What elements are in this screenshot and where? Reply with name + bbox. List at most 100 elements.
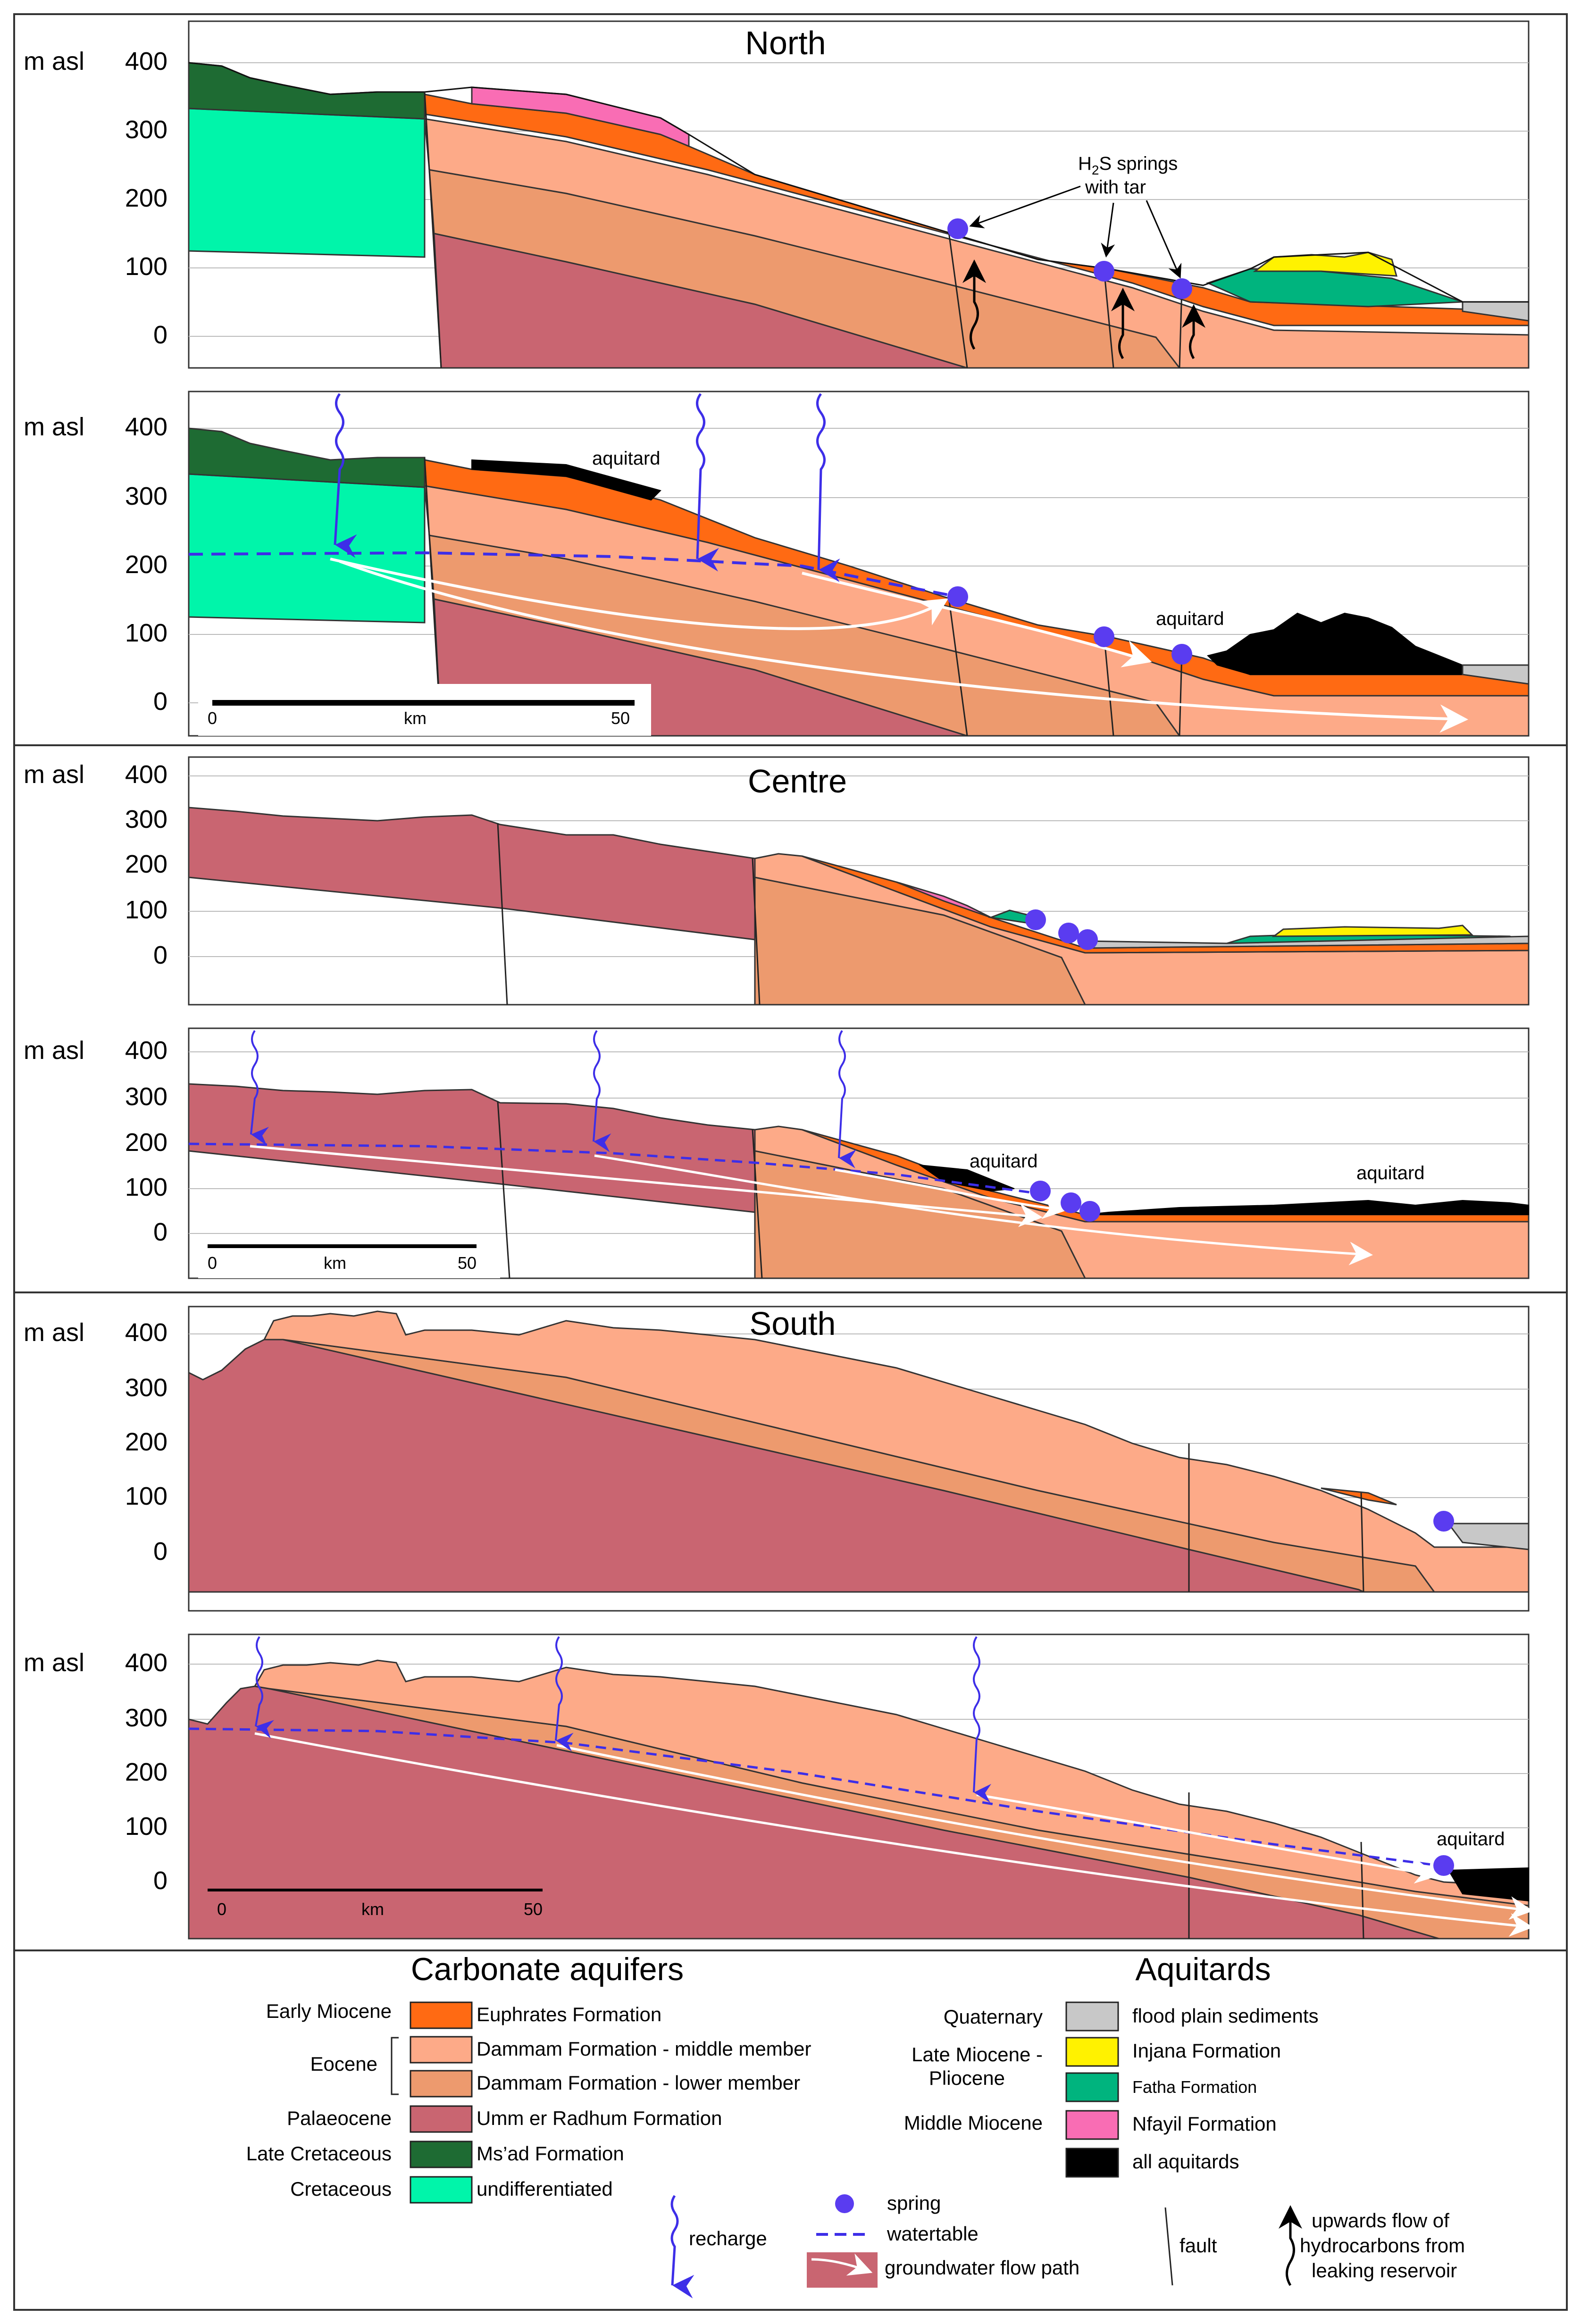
svg-text:400: 400: [125, 760, 167, 789]
nfayil-layer: [896, 881, 991, 918]
svg-text:200: 200: [125, 1128, 167, 1157]
svg-text:100: 100: [125, 1812, 167, 1841]
hydrocarbon-upflow-arrows: [962, 259, 1205, 359]
svg-text:0: 0: [153, 321, 167, 349]
msad-layer: [188, 427, 426, 488]
surface-profile: [188, 62, 1529, 303]
legend-swatch-injana: [1065, 2037, 1119, 2067]
svg-text:200: 200: [125, 1758, 167, 1786]
panel-title: South: [750, 1305, 836, 1342]
axis-centre-geology: m asl 400 300 200 100 0: [24, 760, 167, 969]
spring: [1094, 626, 1114, 647]
flood-plain-layer: [1462, 664, 1530, 685]
panel-south-geology: South: [188, 1305, 1530, 1612]
dammam-middle-layer: [253, 1659, 1530, 1907]
legend-fault-label: fault: [1179, 2234, 1217, 2257]
h2s-label-line2: with tar: [1085, 177, 1146, 198]
legend-spring-label: spring: [887, 2192, 941, 2214]
umm-er-radhum-layer: [188, 807, 756, 941]
aquitard-label: aquitard: [1437, 1829, 1505, 1849]
svg-text:100: 100: [125, 619, 167, 647]
legend-swatch-dammam-lower: [410, 2070, 473, 2098]
svg-text:400: 400: [125, 1649, 167, 1677]
legend-symbols: recharge spring watertable groundwater f…: [670, 2192, 1465, 2299]
spring-symbol-icon: [835, 2194, 854, 2213]
svg-text:200: 200: [125, 184, 167, 212]
h2s-label: H2S springs: [1078, 153, 1178, 177]
legend-age: Cretaceous: [290, 2178, 392, 2200]
svg-text:100: 100: [125, 896, 167, 924]
spring-markers: [947, 586, 1192, 665]
spring: [1094, 261, 1114, 282]
spring: [947, 218, 968, 239]
upflow-symbol-icon: [1279, 2205, 1302, 2286]
svg-text:400: 400: [125, 1036, 167, 1065]
flow-path-arrows: [254, 1732, 1533, 1937]
recharge-arrows: [250, 1030, 857, 1168]
svg-text:300: 300: [125, 116, 167, 144]
svg-text:400: 400: [125, 47, 167, 75]
flow-path-arrows: [250, 1145, 1373, 1266]
panel-title: North: [745, 25, 826, 61]
undifferentiated-layer: [188, 108, 426, 258]
legend-name: flood plain sediments: [1132, 2005, 1319, 2027]
svg-text:100: 100: [125, 1173, 167, 1201]
flow-path-symbol-icon: [811, 2253, 873, 2276]
legend-name: Ms’ad Formation: [477, 2142, 624, 2165]
legend-name: undifferentiated: [477, 2178, 613, 2200]
legend-age: Early Miocene: [266, 2000, 392, 2022]
scale-bar-end: 50: [458, 1253, 477, 1273]
scale-bar: 0 km 50: [198, 684, 651, 736]
spring-markers: [1030, 1181, 1100, 1222]
svg-text:300: 300: [125, 805, 167, 833]
spring: [1433, 1855, 1454, 1876]
flow-path-arrows: [330, 558, 1468, 733]
legend-watertable-label: watertable: [887, 2223, 979, 2245]
spring: [947, 586, 968, 607]
axis-unit: m asl: [24, 1036, 84, 1065]
legend-age: Late Miocene -: [912, 2043, 1043, 2066]
axis-unit: m asl: [24, 47, 84, 75]
aquitard-label: aquitard: [1356, 1163, 1425, 1183]
euphrates-layer: [1321, 1487, 1397, 1506]
legend-recharge-label: recharge: [689, 2227, 767, 2249]
svg-text:0: 0: [153, 687, 167, 716]
legend-age: Quaternary: [944, 2006, 1043, 2028]
legend-name: all aquitards: [1132, 2150, 1239, 2173]
recharge-symbol-icon: [670, 2195, 694, 2299]
dammam-middle-layer: [263, 1310, 1530, 1593]
fault-lines: [497, 823, 761, 1005]
panel-centre-hydro: aquitard aquitard 0 km 50: [188, 1027, 1530, 1279]
scale-bar: 0 km 50: [198, 1238, 500, 1278]
spring-callout-arrows: [969, 185, 1182, 279]
watertable-line: [188, 1142, 1038, 1195]
legend-swatch-fatha: [1065, 2072, 1119, 2102]
legend-flow-path-label: groundwater flow path: [885, 2257, 1079, 2279]
spring: [1025, 909, 1046, 930]
aquitard-label: aquitard: [970, 1151, 1038, 1172]
legend-age-line2: Pliocene: [929, 2067, 1005, 2089]
axis-centre-hydro: m asl 400 300 200 100 0: [24, 1036, 167, 1246]
legend-swatch-euphrates: [410, 2001, 473, 2029]
spring-markers: [1025, 909, 1098, 950]
panel-north-hydro: aquitard aquitard 0 km 50: [188, 391, 1530, 737]
umm-er-radhum-layer: [188, 1083, 756, 1213]
axis-labels: m asl 400 300 200 100 0 m asl 400 300 20…: [24, 47, 167, 1895]
panel-south-hydro: aquitard 0 km 50: [188, 1633, 1533, 1940]
svg-text:300: 300: [125, 1704, 167, 1732]
legend-aquitard-list: Quaternary flood plain sediments Late Mi…: [904, 2001, 1319, 2178]
legend-name: Nfayil Formation: [1132, 2113, 1277, 2135]
legend-aquitards-title: Aquitards: [1135, 1951, 1271, 1987]
legend-upflow-label-1: upwards flow of: [1312, 2209, 1449, 2232]
aquitard-layer: [471, 459, 661, 501]
injana-layer: [1271, 925, 1474, 937]
svg-text:200: 200: [125, 1428, 167, 1456]
svg-text:0: 0: [153, 941, 167, 969]
legend-name: Fatha Formation: [1132, 2077, 1257, 2097]
figure-frame: [13, 13, 1568, 2311]
svg-text:0: 0: [153, 1537, 167, 1566]
scale-bar-unit: km: [324, 1253, 346, 1273]
fault-lines: [1188, 1792, 1364, 1939]
legend-name: Injana Formation: [1132, 2040, 1281, 2062]
